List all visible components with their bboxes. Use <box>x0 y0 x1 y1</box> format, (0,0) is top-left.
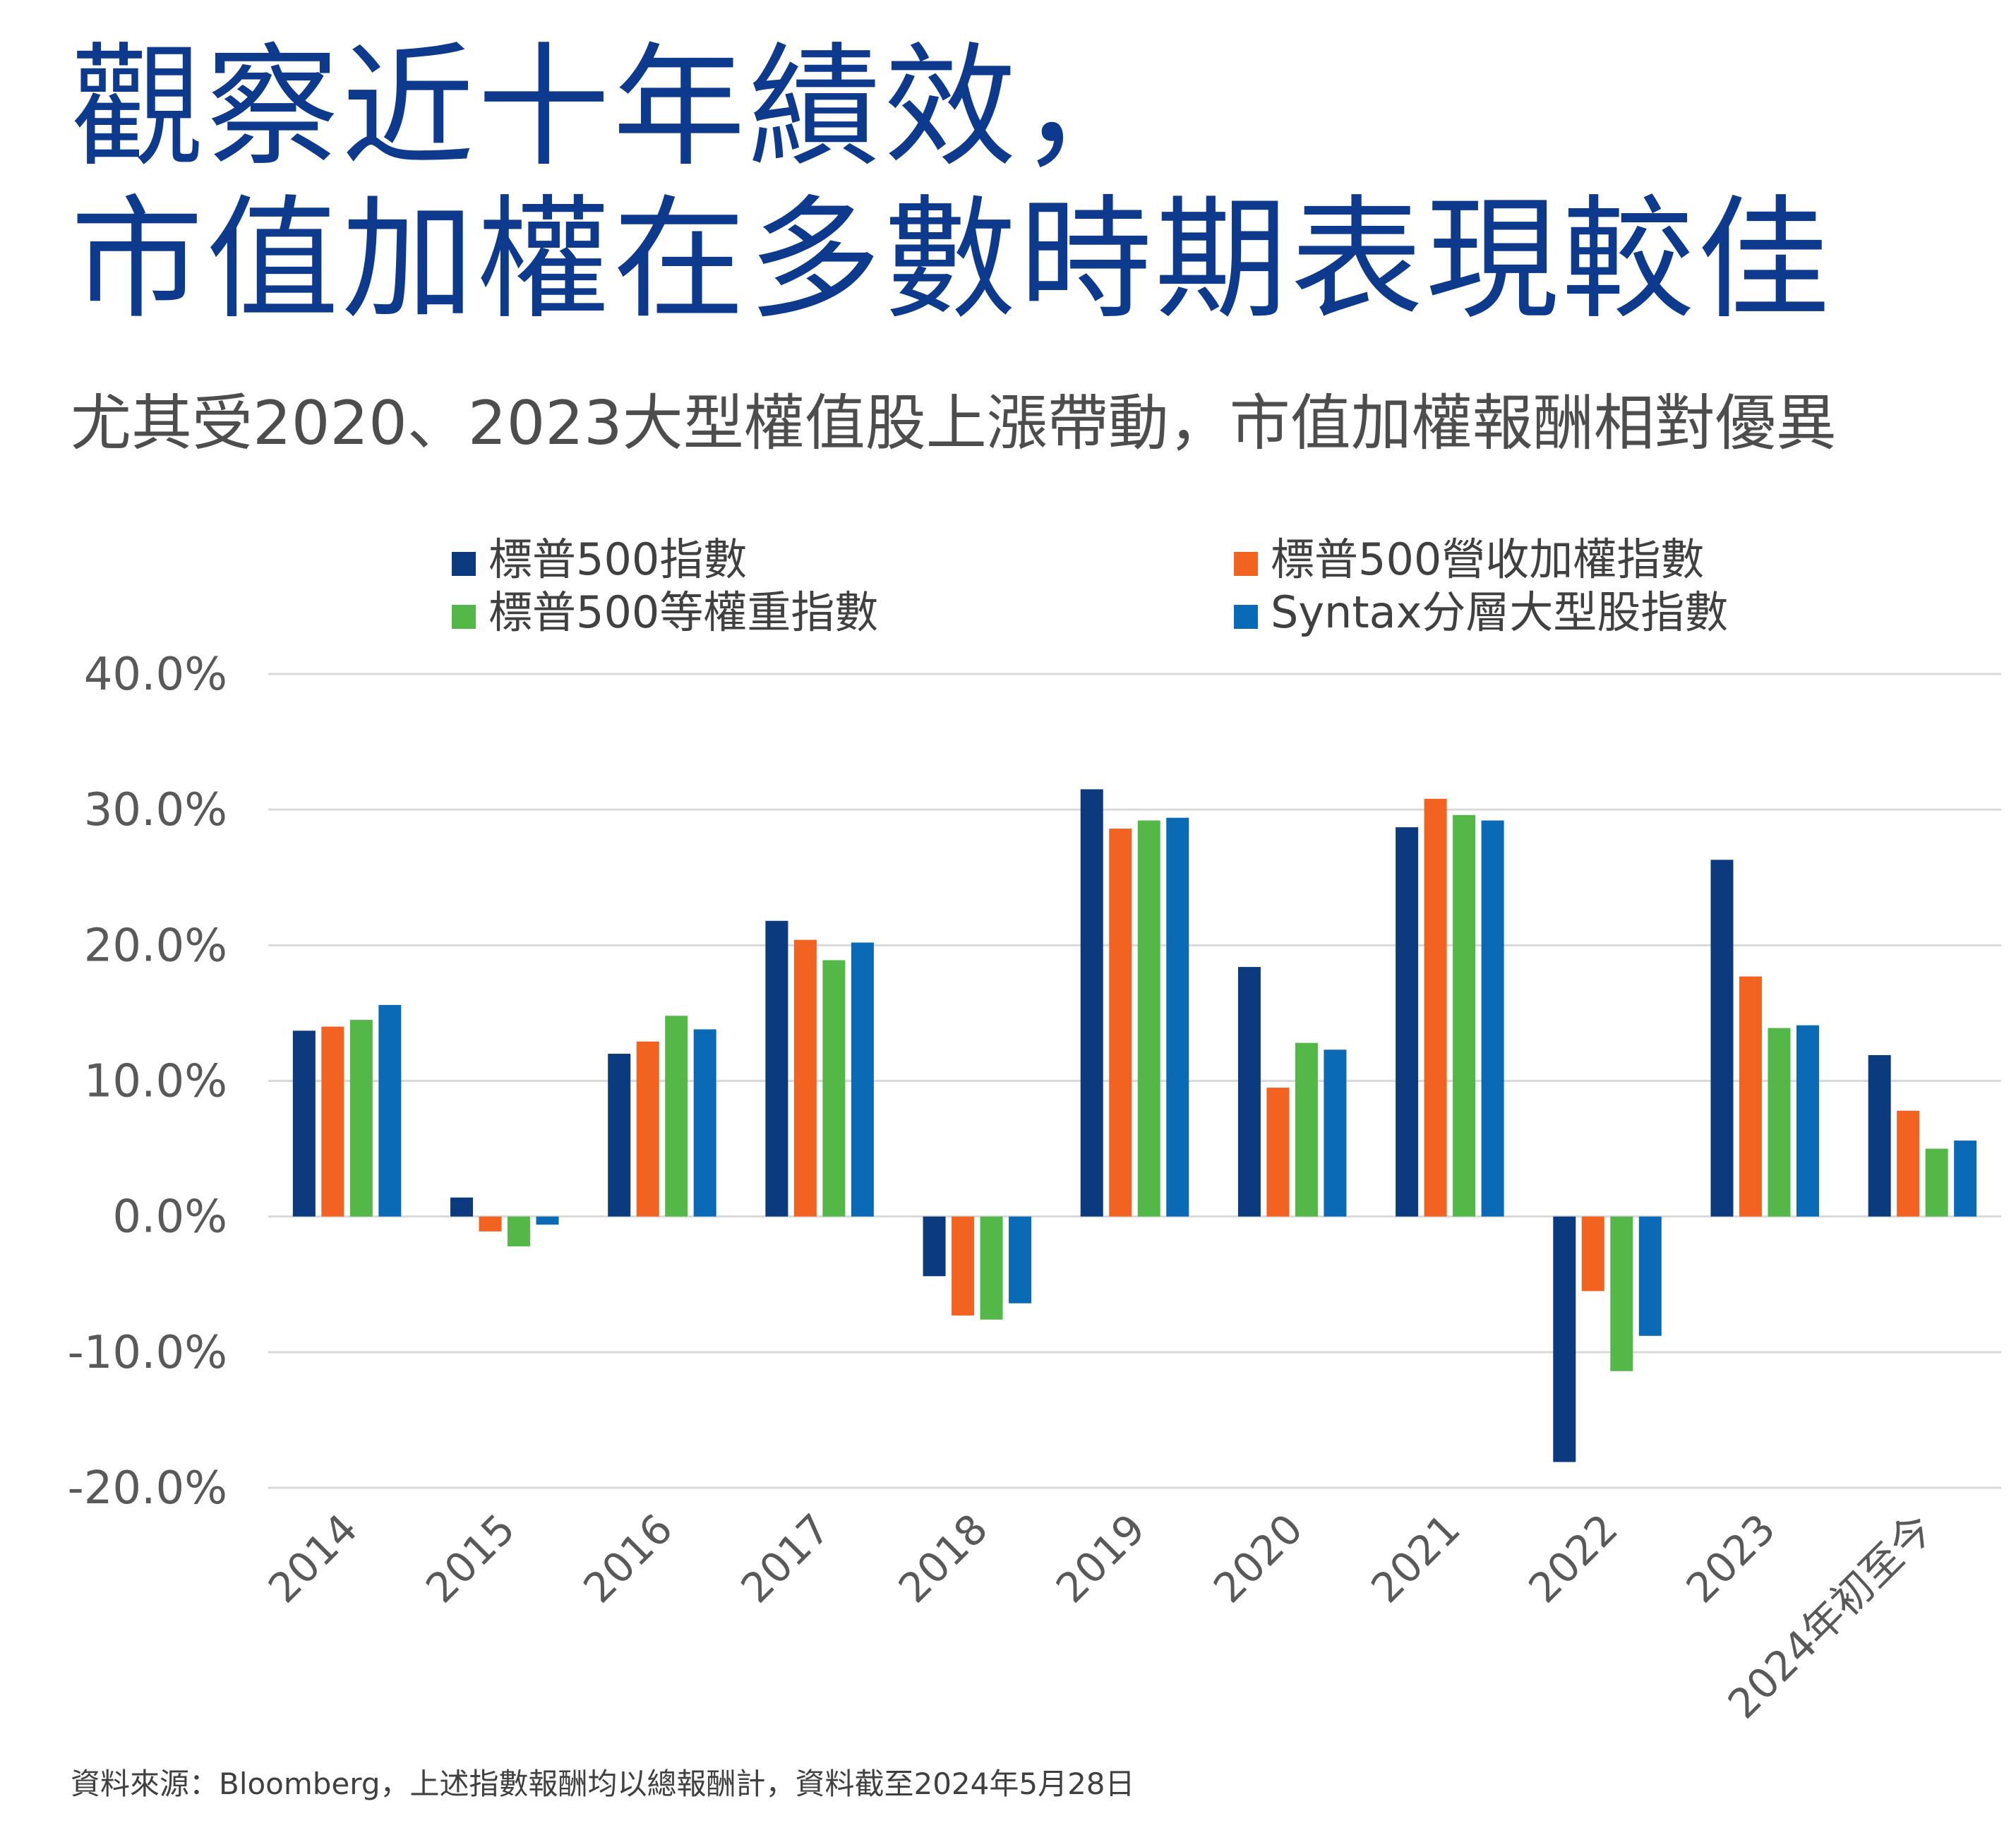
x-tick-label: 2020 <box>1204 1505 1312 1612</box>
bar <box>1324 1049 1347 1217</box>
y-tick-label: 10.0% <box>84 1056 227 1108</box>
source-note: 資料來源：Bloomberg，上述指數報酬均以總報酬計，資料截至2024年5月2… <box>71 1767 1135 1801</box>
bar <box>1739 976 1762 1217</box>
bar <box>292 1030 316 1217</box>
x-tick-label: 2019 <box>1047 1505 1154 1612</box>
x-tick-label: 2015 <box>416 1505 524 1612</box>
legend-label: 標普500等權重指數 <box>488 586 878 638</box>
bar <box>1638 1216 1662 1336</box>
bar <box>1710 860 1734 1217</box>
legend-swatch <box>1234 605 1258 629</box>
x-tick-label: 2017 <box>732 1505 839 1612</box>
y-tick-label: -20.0% <box>68 1462 227 1515</box>
bar <box>450 1197 474 1217</box>
x-tick-label: 2018 <box>889 1505 997 1612</box>
bar <box>980 1216 1003 1320</box>
bar <box>636 1041 659 1217</box>
legend-swatch <box>452 605 476 629</box>
bar <box>822 960 846 1217</box>
bar <box>1453 814 1476 1217</box>
bar <box>1080 789 1103 1217</box>
bar <box>952 1216 975 1316</box>
y-tick-label: 0.0% <box>112 1191 227 1244</box>
bar <box>1868 1054 1891 1217</box>
legend-swatch <box>452 552 476 576</box>
bar <box>1481 820 1504 1217</box>
y-tick-label: 40.0% <box>84 649 227 701</box>
x-tick-label: 2014 <box>259 1505 366 1612</box>
bar <box>1396 827 1419 1217</box>
title-line-2: 市值加權在多數時期表現較佳 <box>71 183 1832 337</box>
bar <box>536 1216 559 1225</box>
page-title: 觀察近十年績效， 市值加權在多數時期表現較佳 <box>71 32 1832 337</box>
legend-label: 標普500營收加權指數 <box>1271 534 1704 585</box>
bar <box>923 1216 946 1277</box>
y-tick-label: 30.0% <box>84 784 227 836</box>
bar <box>608 1054 631 1217</box>
title-line-1: 觀察近十年績效， <box>71 30 1155 185</box>
bar <box>479 1216 502 1232</box>
bar <box>1166 817 1189 1217</box>
x-tick-label: 2021 <box>1362 1505 1469 1612</box>
legend-label: 標普500指數 <box>488 534 747 585</box>
bar <box>1897 1110 1920 1217</box>
bar <box>1553 1216 1576 1462</box>
bar <box>1768 1028 1791 1217</box>
bar <box>1424 798 1447 1217</box>
bar <box>1954 1141 1977 1217</box>
bar <box>765 920 788 1217</box>
y-tick-label: -10.0% <box>68 1327 227 1379</box>
bar <box>349 1020 373 1217</box>
bar <box>1925 1148 1948 1217</box>
bar <box>321 1026 344 1217</box>
bar <box>1581 1216 1604 1292</box>
y-tick-label: 20.0% <box>84 920 227 972</box>
bar <box>508 1216 531 1246</box>
bar <box>1009 1216 1032 1304</box>
legend-swatch <box>1234 552 1258 576</box>
bar <box>1137 820 1160 1217</box>
bar <box>1295 1042 1318 1217</box>
bar <box>793 939 817 1217</box>
x-tick-label: 2023 <box>1677 1505 1784 1612</box>
bar <box>693 1029 716 1217</box>
bar <box>1610 1216 1633 1371</box>
legend-label: Syntax分層大型股指數 <box>1271 586 1728 638</box>
bar <box>665 1016 688 1217</box>
bar <box>1237 967 1261 1217</box>
chart-bars <box>292 789 1977 1462</box>
bar <box>1266 1088 1290 1217</box>
page-subtitle: 尤其受2020、2023大型權值股上漲帶動，市值加權報酬相對優異 <box>71 388 1837 459</box>
x-tick-label: 2016 <box>574 1505 681 1612</box>
x-tick-label: 2022 <box>1519 1505 1626 1612</box>
bar <box>378 1004 402 1217</box>
x-axis: 2014 2015 2016 2017 2018 2019 2020 2021 2022 2023… <box>259 1505 1942 1728</box>
y-axis: 40.0% 30.0% 20.0% 10.0% 0.0% -10.0% -20.0% <box>68 649 227 1515</box>
bar <box>851 942 874 1217</box>
bar <box>1109 829 1132 1217</box>
bar <box>1796 1025 1819 1217</box>
